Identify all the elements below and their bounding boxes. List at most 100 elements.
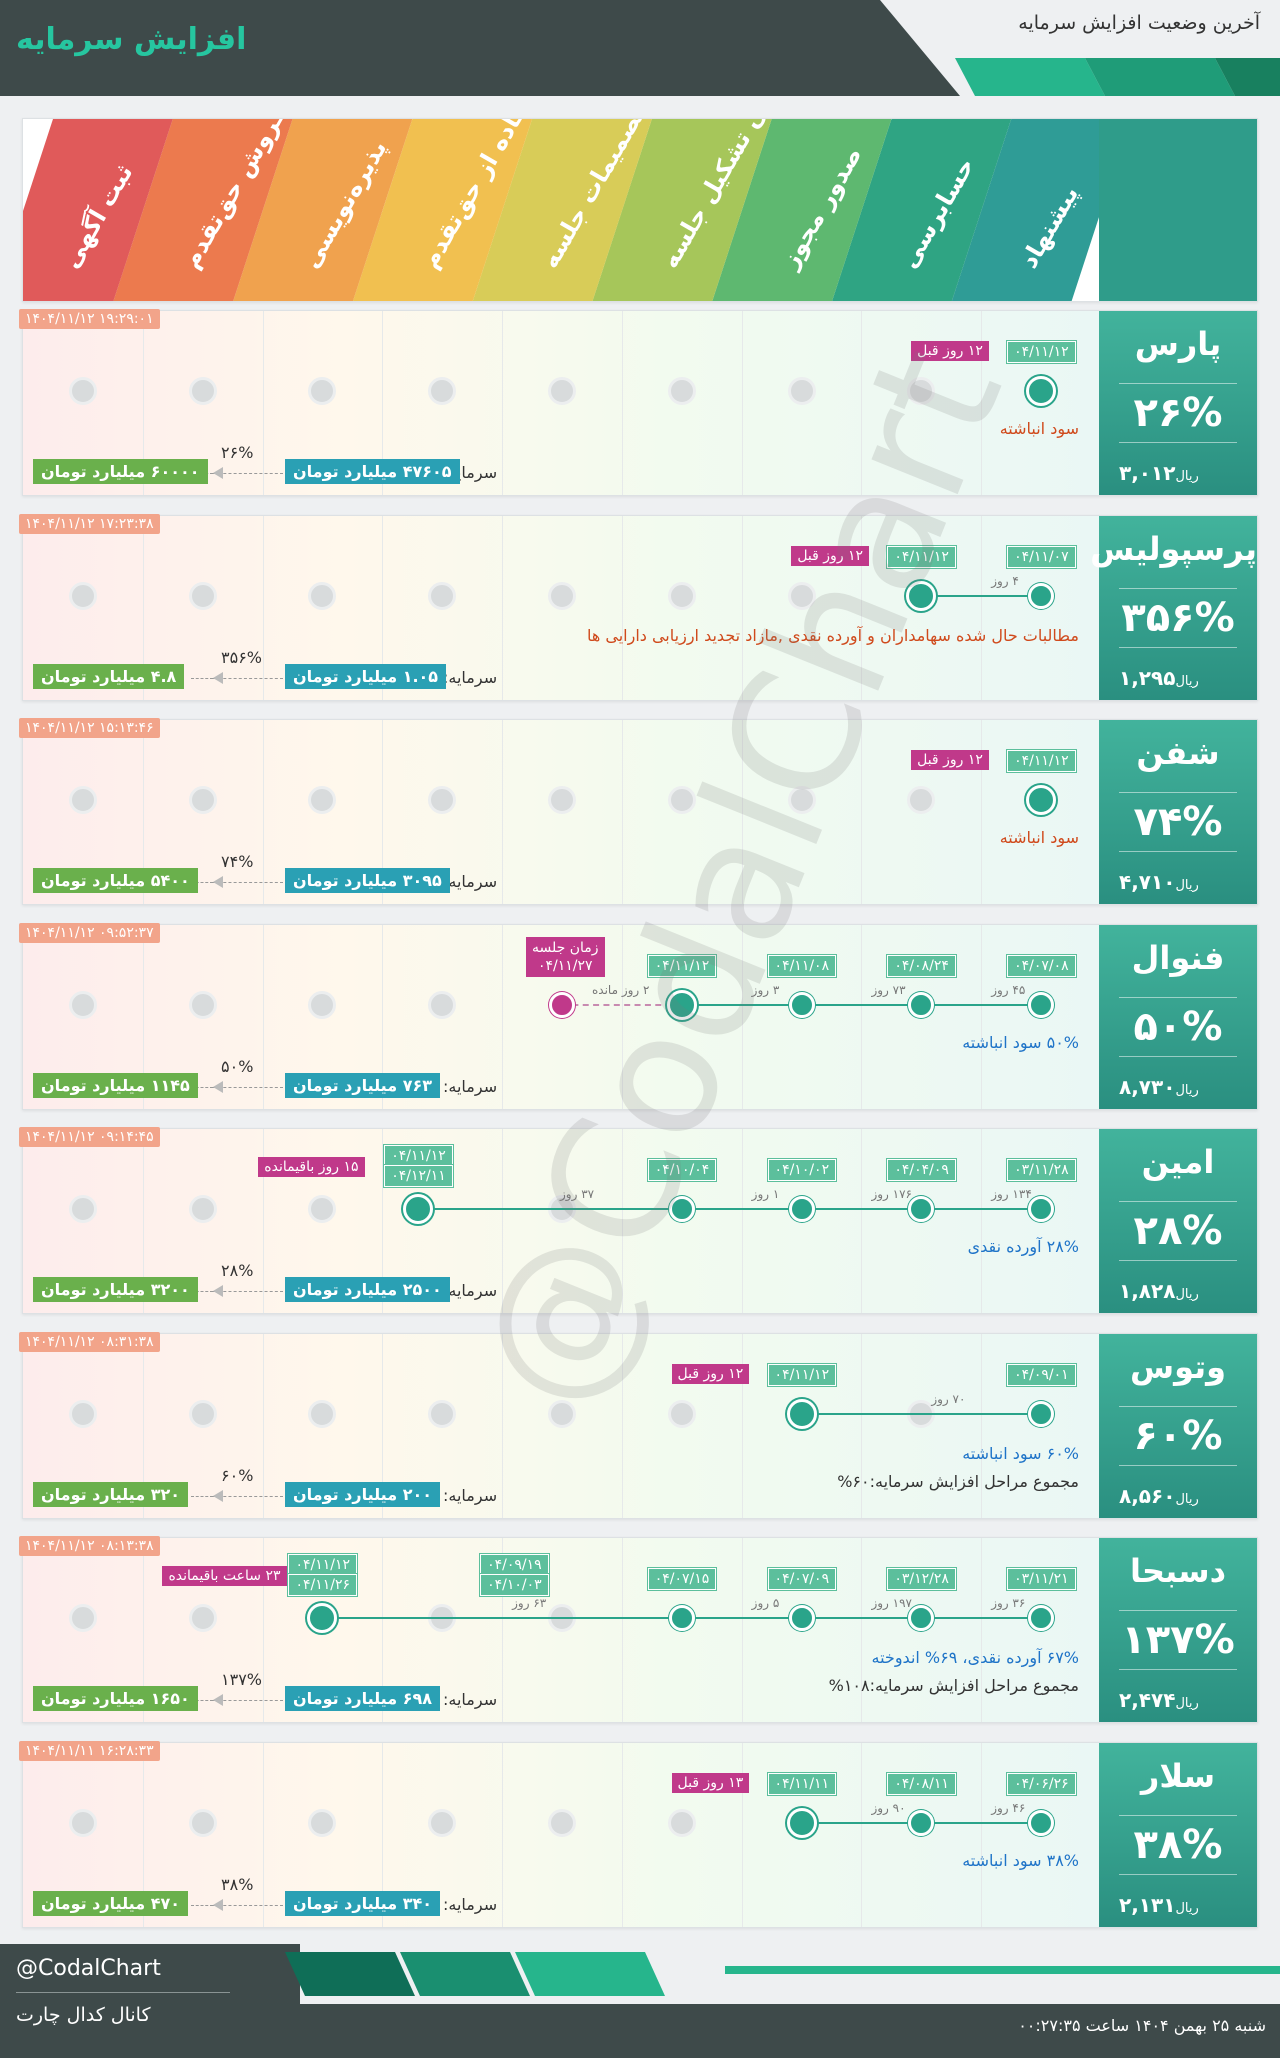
capital-row-2[interactable]: ۱۴۰۴/۱۱/۱۲ ۱۷:۲۳:۳۸ ۴ روز ۰۴/۱۱/۰۷ ۰۴/۱۱/۱۲… bbox=[19, 513, 1258, 701]
footer-channel[interactable]: کانال کدال چارت bbox=[16, 2004, 151, 2026]
timeline-line-pending bbox=[562, 1003, 682, 1006]
capital-row-6[interactable]: ۱۴۰۴/۱۱/۱۲ ۰۸:۳۱:۳۸ ۷۰ روز ۰۴/۰۹/۰۱ ۰۴/۱۱/۱… bbox=[19, 1331, 1258, 1519]
symbol-name[interactable]: وتوس bbox=[1129, 1347, 1227, 1386]
stage-node[interactable] bbox=[788, 1605, 815, 1631]
stage-node[interactable] bbox=[908, 991, 935, 1018]
column-divider bbox=[262, 311, 264, 495]
days-ago-badge: ۱۲ روز قبل bbox=[911, 341, 989, 361]
gap-label: ۷۰ روز bbox=[931, 1391, 966, 1406]
stage-node[interactable] bbox=[1028, 1605, 1055, 1631]
price: ریال۳,۰۱۲ bbox=[1119, 461, 1201, 485]
stage-node[interactable] bbox=[1028, 1809, 1055, 1836]
total-steps: مجموع مراحل افزایش سرمایه:۱۰۸% bbox=[828, 1676, 1079, 1695]
increase-percent: ۳۵۶% bbox=[1119, 587, 1237, 648]
capital-increase-pct: ۳۵۶% bbox=[221, 647, 262, 667]
symbol-panel[interactable]: فنوال ۵۰% ریال۸,۷۳۰ bbox=[1099, 924, 1257, 1109]
capital-label: سرمایه: bbox=[443, 1281, 498, 1300]
stage-dot-empty bbox=[428, 786, 457, 814]
stage-node[interactable] bbox=[1028, 582, 1055, 609]
capital-row-1[interactable]: ۱۴۰۴/۱۱/۱۲ ۱۹:۲۹:۰۱ ۰۴/۱۱/۱۲ ۱۲ روز قبل سود… bbox=[19, 309, 1258, 496]
footer-stripe-2 bbox=[400, 1952, 530, 1996]
stage-node[interactable] bbox=[908, 1196, 935, 1222]
stage-node[interactable] bbox=[668, 1605, 695, 1631]
column-divider bbox=[502, 1333, 504, 1518]
days-ago-badge: ۱۲ روز قبل bbox=[911, 750, 989, 770]
stage-node[interactable] bbox=[1026, 785, 1057, 815]
column-divider bbox=[861, 1538, 863, 1722]
stage-node[interactable] bbox=[403, 1194, 434, 1224]
stage-node[interactable] bbox=[549, 991, 575, 1018]
capital-new: ۱۶۵۰ میلیارد تومان bbox=[33, 1686, 198, 1711]
column-divider bbox=[741, 515, 743, 700]
column-divider bbox=[621, 720, 623, 904]
symbol-name[interactable]: امین bbox=[1141, 1143, 1215, 1181]
date-tag: ۰۴/۱۲/۱۱ bbox=[383, 1164, 454, 1188]
stage-node[interactable] bbox=[908, 1809, 935, 1836]
symbol-panel[interactable]: پارس ۲۶% ریال۳,۰۱۲ bbox=[1099, 311, 1257, 495]
stage-dot-empty bbox=[787, 786, 816, 814]
stage-node[interactable] bbox=[786, 1807, 817, 1838]
symbol-panel[interactable]: سلار ۳۸% ریال۲,۱۳۱ bbox=[1099, 1742, 1257, 1927]
timestamp-badge: ۱۴۰۴/۱۱/۱۲ ۰۹:۵۲:۳۷ bbox=[19, 922, 160, 943]
column-divider bbox=[621, 515, 623, 700]
capital-current: ۳۰۹۵ میلیارد تومان bbox=[285, 868, 450, 893]
column-divider bbox=[621, 924, 623, 1109]
symbol-name[interactable]: شفن bbox=[1136, 734, 1220, 772]
column-divider bbox=[502, 924, 504, 1109]
capital-row-5[interactable]: ۱۴۰۴/۱۱/۱۲ ۰۹:۱۴:۴۵ ۱۳۴ روز ۱۷۶ روز ۱ روز ۳۷… bbox=[19, 1127, 1258, 1314]
stage-node[interactable] bbox=[307, 1603, 338, 1633]
symbol-panel[interactable]: امین ۲۸% ریال۱,۸۲۸ bbox=[1099, 1129, 1257, 1313]
stage-node[interactable] bbox=[1028, 991, 1055, 1018]
stage-dot-empty bbox=[68, 990, 97, 1019]
symbol-panel[interactable]: وتوس ۶۰% ریال۸,۵۶۰ bbox=[1099, 1333, 1257, 1518]
stage-node[interactable] bbox=[788, 1196, 815, 1222]
price: ریال۸,۵۶۰ bbox=[1119, 1484, 1201, 1508]
column-divider bbox=[382, 1742, 384, 1927]
column-divider bbox=[981, 311, 983, 495]
footer-dark-panel bbox=[0, 1944, 300, 2058]
stage-node[interactable] bbox=[1028, 1196, 1055, 1222]
column-divider bbox=[861, 924, 863, 1109]
capital-row-8[interactable]: ۱۴۰۴/۱۱/۱۱ ۱۶:۲۸:۳۳ ۴۶ روز ۹۰ روز ۰۴/۰۶/۲۶ ۰… bbox=[19, 1740, 1258, 1928]
column-divider bbox=[262, 720, 264, 904]
capital-row-7[interactable]: ۱۴۰۴/۱۱/۱۲ ۰۸:۱۳:۳۸ ۳۶ روز ۱۹۷ روز ۵ روز ۶۳ … bbox=[19, 1536, 1258, 1723]
symbol-name[interactable]: پارس bbox=[1134, 325, 1222, 363]
price: ریال۱,۲۹۵ bbox=[1119, 666, 1201, 690]
stage-dot-empty bbox=[308, 581, 337, 610]
symbol-panel[interactable]: شفن ۷۴% ریال۴,۷۱۰ bbox=[1099, 720, 1257, 904]
footer-handle[interactable]: @CodalChart bbox=[16, 1956, 161, 1981]
increase-percent: ۲۸% bbox=[1119, 1201, 1237, 1261]
capital-row-3[interactable]: ۱۴۰۴/۱۱/۱۲ ۱۵:۱۳:۴۶ ۰۴/۱۱/۱۲ ۱۲ روز قبل سود… bbox=[19, 718, 1258, 905]
stage-node[interactable] bbox=[906, 580, 937, 611]
stage-dot-empty bbox=[428, 1399, 457, 1428]
stage-node[interactable] bbox=[666, 989, 697, 1020]
column-divider bbox=[741, 924, 743, 1109]
price-unit: ریال bbox=[1175, 1082, 1199, 1098]
top-stripe-1 bbox=[955, 58, 1105, 96]
column-divider bbox=[142, 720, 144, 904]
timeline-line bbox=[681, 1003, 1042, 1006]
arrow-left-icon bbox=[213, 876, 223, 888]
column-divider bbox=[981, 720, 983, 904]
stage-node[interactable] bbox=[668, 1196, 695, 1222]
stage-node[interactable] bbox=[1028, 1400, 1055, 1427]
top-bar: افزایش سرمایه آخرین وضعیت افزایش سرمایه bbox=[0, 0, 1280, 96]
stage-node[interactable] bbox=[788, 991, 815, 1018]
symbol-name[interactable]: پرسپولیس bbox=[1090, 529, 1257, 568]
stage-node[interactable] bbox=[786, 1398, 817, 1429]
stage-node[interactable] bbox=[1026, 376, 1057, 406]
description: ۶۰% سود انباشته bbox=[962, 1443, 1079, 1463]
symbol-name[interactable]: دسبحا bbox=[1129, 1552, 1227, 1590]
gap-label: ۱ روز bbox=[751, 1187, 780, 1201]
stage-node[interactable] bbox=[908, 1605, 935, 1631]
capital-new: ۳۲۰ میلیارد تومان bbox=[33, 1481, 188, 1507]
symbol-panel[interactable]: پرسپولیس ۳۵۶% ریال۱,۲۹۵ bbox=[1090, 515, 1257, 700]
capital-label: سرمایه: bbox=[443, 872, 498, 891]
capital-row-4[interactable]: ۱۴۰۴/۱۱/۱۲ ۰۹:۵۲:۳۷ ۴۵ روز ۷۳ روز ۳ روز ۰۴/۰… bbox=[19, 922, 1258, 1110]
stage-dot-empty bbox=[548, 1399, 576, 1428]
stage-dot-empty bbox=[787, 581, 816, 610]
column-divider bbox=[262, 1333, 264, 1518]
symbol-name[interactable]: فنوال bbox=[1131, 938, 1225, 977]
symbol-panel[interactable]: دسبحا ۱۳۷% ریال۲,۴۷۴ bbox=[1099, 1538, 1257, 1722]
symbol-name[interactable]: سلار bbox=[1140, 1756, 1216, 1795]
